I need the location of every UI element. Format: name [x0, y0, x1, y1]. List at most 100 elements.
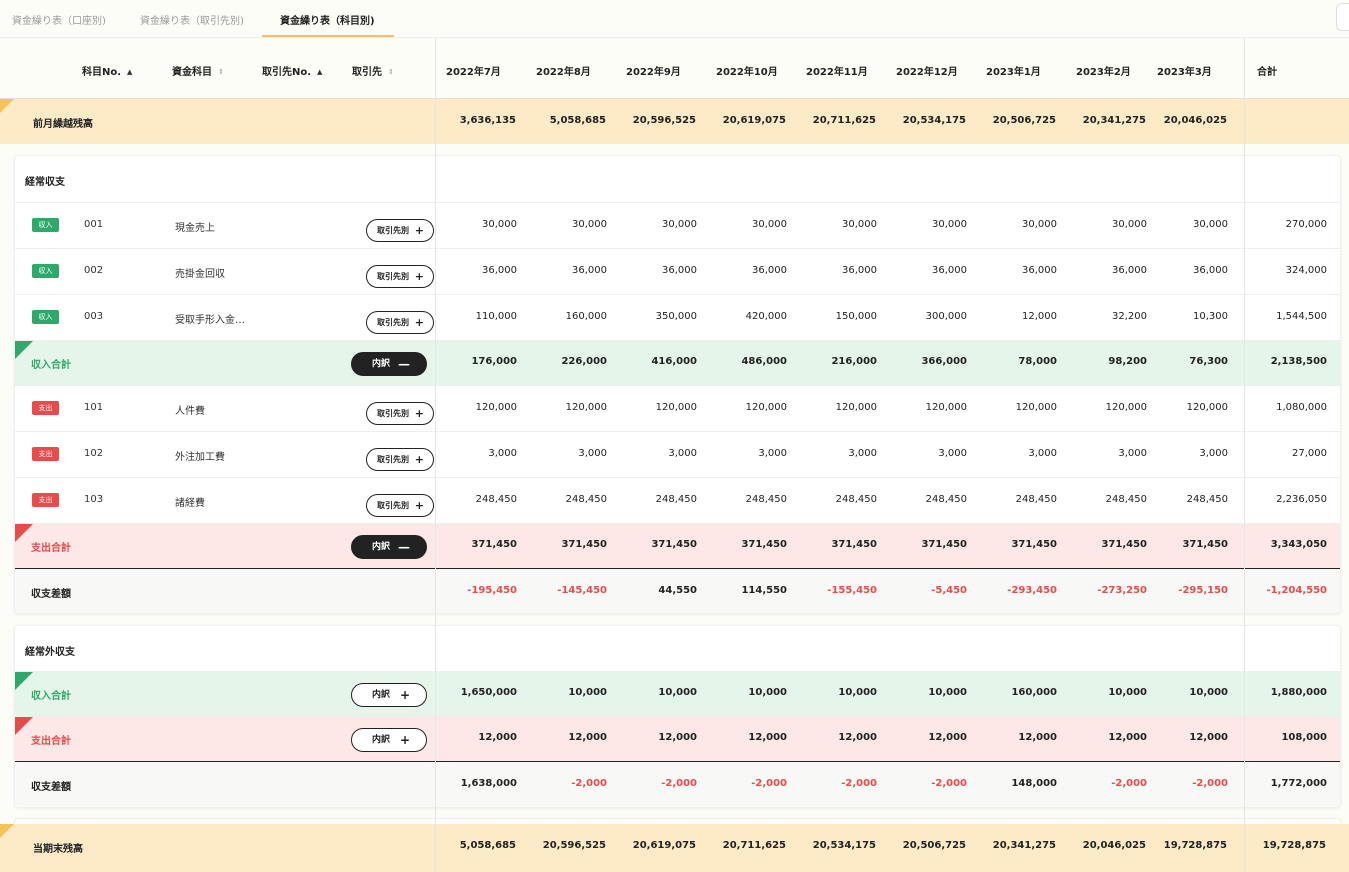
cell-value: -2,000: [571, 778, 607, 789]
cell-value: 36,000: [752, 265, 787, 276]
tab-account[interactable]: 資金繰り表（口座別): [12, 16, 106, 27]
cell-value: 226,000: [561, 356, 607, 367]
expense-total-row: 支出合計 内訳 +12,000 12,000 12,000 12,000 12,000 12,…: [15, 716, 1340, 762]
cell-value: 20,046,025: [1163, 115, 1227, 126]
breakdown-label: 内訳: [372, 542, 391, 552]
cell-total: 1,544,500: [1276, 311, 1327, 322]
toolbar-button[interactable]: [1336, 3, 1349, 31]
cell-value: 10,000: [568, 687, 607, 698]
cell-value: 248,450: [925, 494, 967, 505]
cell-value: 20,341,275: [1082, 115, 1146, 126]
cell-value: 20,711,625: [812, 115, 876, 126]
total-label: 支出合計: [31, 543, 71, 554]
account-name: 受取手形入金…: [175, 315, 245, 326]
cell-value: 10,000: [1108, 687, 1147, 698]
cell-value: 3,000: [938, 448, 967, 459]
plus-icon: +: [414, 224, 424, 237]
cell-value: 12,000: [1018, 732, 1057, 743]
sort-asc-icon[interactable]: ▲: [127, 68, 133, 76]
cell-value: 30,000: [1022, 219, 1057, 230]
col-month: 2022年12月: [896, 67, 958, 78]
breakdown-button[interactable]: 内訳 +: [351, 728, 427, 752]
cell-total: 270,000: [1285, 219, 1327, 230]
cell-value: 420,000: [745, 311, 787, 322]
cell-value: 30,000: [1112, 219, 1147, 230]
tab-subject[interactable]: 資金繰り表（科目別): [280, 16, 375, 27]
sort-icon[interactable]: ⇕: [388, 68, 394, 76]
cell-total: 2,138,500: [1270, 356, 1327, 367]
breakdown-button[interactable]: 内訳 —: [351, 352, 427, 376]
cell-value: -2,000: [931, 778, 967, 789]
cell-value: 36,000: [572, 265, 607, 276]
expense-marker-icon: [15, 524, 33, 542]
cell-value: 371,450: [1182, 539, 1228, 550]
by-partner-button[interactable]: 取引先別 +: [366, 402, 434, 425]
cell-value: 30,000: [482, 219, 517, 230]
col-partner[interactable]: 取引先 ⇕: [352, 67, 394, 78]
cell-value: 300,000: [925, 311, 967, 322]
cell-value: 20,619,075: [722, 115, 786, 126]
by-partner-button[interactable]: 取引先別 +: [366, 219, 434, 242]
cell-value: 120,000: [1105, 402, 1147, 413]
cell-value: 3,000: [488, 448, 517, 459]
cell-value: 30,000: [842, 219, 877, 230]
by-partner-label: 取引先別: [377, 409, 409, 418]
plus-icon: +: [414, 453, 424, 466]
cell-value: 30,000: [662, 219, 697, 230]
cell-value: 3,000: [1199, 448, 1228, 459]
income-badge: 収入: [32, 264, 59, 278]
breakdown-button[interactable]: 内訳 —: [351, 535, 427, 559]
cell-value: 36,000: [1193, 265, 1228, 276]
cell-value: 248,450: [745, 494, 787, 505]
cell-value: 3,000: [848, 448, 877, 459]
breakdown-button[interactable]: 内訳 +: [351, 683, 427, 707]
by-partner-button[interactable]: 取引先別 +: [366, 494, 434, 517]
net-label: 収支差額: [31, 782, 71, 793]
cell-value: -295,150: [1178, 585, 1228, 596]
col-name[interactable]: 資金科目 ⇕: [172, 67, 224, 78]
col-total: 合計: [1257, 67, 1277, 78]
breakdown-label: 内訳: [372, 690, 391, 700]
cell-value: 76,300: [1189, 356, 1228, 367]
column-divider: [435, 38, 436, 872]
net-row: 収支差額 1,638,000 -2,000 -2,000 -2,000 -2,000 -2,…: [15, 761, 1340, 807]
tab-partner[interactable]: 資金繰り表（取引先別): [140, 16, 244, 27]
total-label: 収入合計: [31, 691, 71, 702]
table-row: 収入 001 現金売上 取引先別 +30,000 30,000 30,000 30,000 30…: [15, 202, 1340, 248]
income-total-row: 収入合計 内訳 +1,650,000 10,000 10,000 10,000 10,000…: [15, 671, 1340, 717]
plus-icon: +: [414, 407, 424, 420]
col-code[interactable]: 科目No. ▲: [82, 67, 133, 78]
cell-value: -145,450: [557, 585, 607, 596]
section-title: 経常収支: [25, 177, 65, 188]
by-partner-label: 取引先別: [377, 272, 409, 281]
cell-value: 416,000: [651, 356, 697, 367]
col-partner-no[interactable]: 取引先No. ▲: [262, 67, 323, 78]
cell-value: 248,450: [1186, 494, 1228, 505]
table-row: 支出 102 外注加工費 取引先別 +3,000 3,000 3,000 3,000 3,000…: [15, 431, 1340, 477]
account-code: 003: [84, 311, 104, 322]
cell-value: 371,450: [1101, 539, 1147, 550]
by-partner-label: 取引先別: [377, 501, 409, 510]
expense-badge: 支出: [32, 401, 59, 415]
cell-value: 20,534,175: [812, 840, 876, 851]
by-partner-button[interactable]: 取引先別 +: [366, 265, 434, 288]
col-month: 2023年2月: [1076, 67, 1131, 78]
cell-value: 248,450: [835, 494, 877, 505]
sort-icon[interactable]: ⇕: [218, 68, 224, 76]
cell-total: 2,236,050: [1276, 494, 1327, 505]
cell-value: 12,000: [1022, 311, 1057, 322]
by-partner-button[interactable]: 取引先別 +: [366, 448, 434, 471]
ordinary-section: 経常収支 収入 001 現金売上 取引先別 +30,000 30,000 30,000 30,…: [14, 155, 1341, 614]
expense-total-row: 支出合計 内訳 — 371,450 371,450 371,450 371,450 371,4…: [15, 523, 1340, 569]
cell-value: 20,619,075: [632, 840, 696, 851]
by-partner-button[interactable]: 取引先別 +: [366, 311, 434, 334]
cell-value: -195,450: [467, 585, 517, 596]
col-month: 2022年7月: [446, 67, 501, 78]
cell-value: 371,450: [921, 539, 967, 550]
cell-value: 1,650,000: [460, 687, 517, 698]
plus-icon: +: [399, 733, 410, 747]
cell-value: 5,058,685: [549, 115, 606, 126]
account-code: 001: [84, 219, 104, 230]
sort-asc-icon[interactable]: ▲: [317, 68, 323, 76]
tab-bar: 資金繰り表（口座別) 資金繰り表（取引先別) 資金繰り表（科目別): [0, 0, 1349, 38]
